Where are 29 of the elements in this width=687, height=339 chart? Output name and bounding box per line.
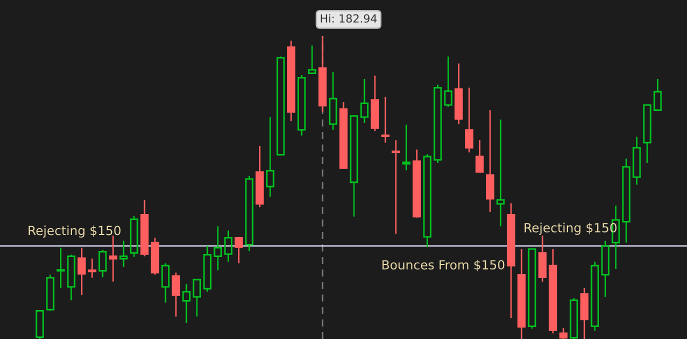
annotation: Rejecting $150: [28, 226, 121, 238]
candlestick: [643, 104, 652, 164]
candlestick: [496, 118, 505, 227]
candlestick: [88, 258, 96, 278]
candlestick: [287, 40, 296, 122]
candlestick: [580, 287, 588, 339]
candlestick: [486, 109, 494, 213]
candlestick: [119, 240, 128, 268]
candlestick: [454, 62, 463, 125]
candlestick: [622, 158, 630, 244]
candlestick: [381, 96, 390, 144]
candlestick: [224, 230, 232, 262]
candlestick: [266, 116, 274, 198]
candlestick: [506, 202, 516, 319]
candlestick: [632, 136, 641, 186]
candlestick: [308, 44, 316, 74]
text: Hi: 182.94: [320, 14, 377, 23]
candlestick: [350, 115, 358, 218]
annotation: Bounces From $150: [382, 260, 504, 272]
candlestick: [402, 124, 410, 171]
candlestick: [517, 248, 526, 339]
candlestick: [78, 247, 86, 296]
candlestick: [423, 153, 432, 248]
candlestick: [56, 247, 65, 289]
candlestick: [392, 139, 400, 235]
candlestick: [465, 87, 474, 154]
candlestick: [214, 226, 222, 271]
candlestick: [590, 261, 599, 332]
candlestick: [182, 283, 191, 324]
